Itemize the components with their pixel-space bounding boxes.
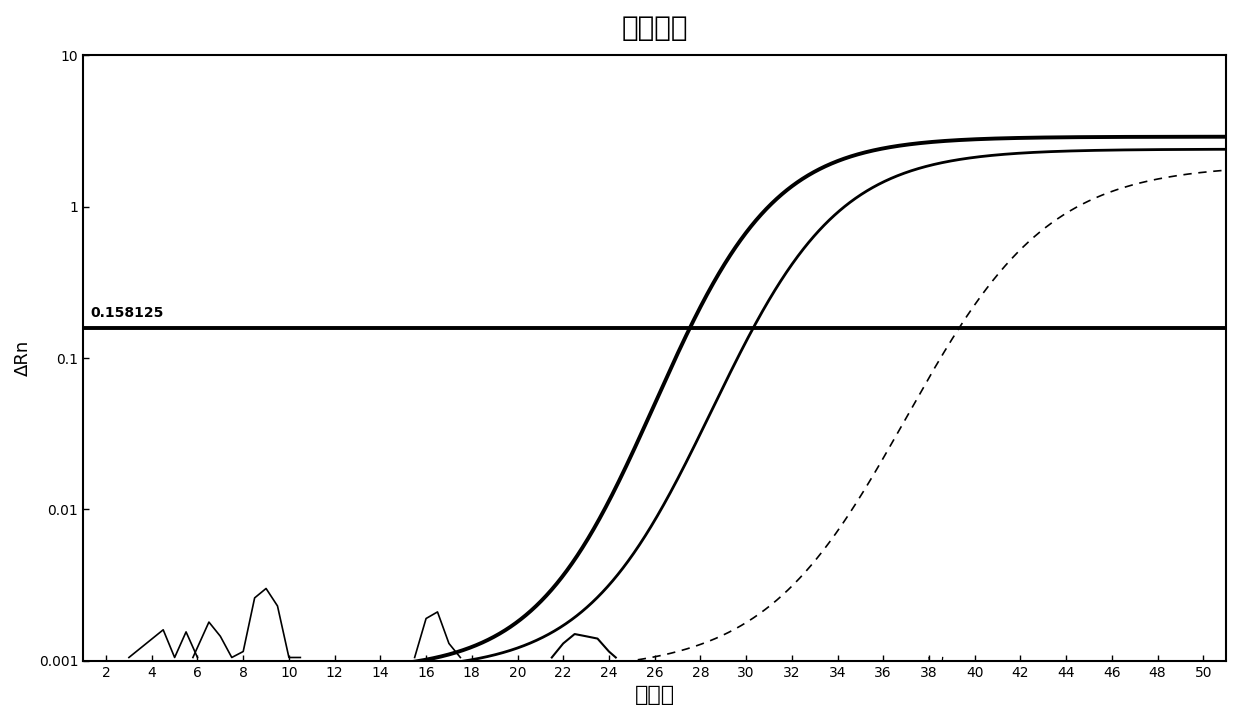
Y-axis label: ΔRn: ΔRn xyxy=(14,340,32,376)
Title: 扩增图谱: 扩增图谱 xyxy=(621,14,688,42)
Text: 0.158125: 0.158125 xyxy=(91,306,164,321)
X-axis label: 循环数: 循环数 xyxy=(635,685,675,705)
